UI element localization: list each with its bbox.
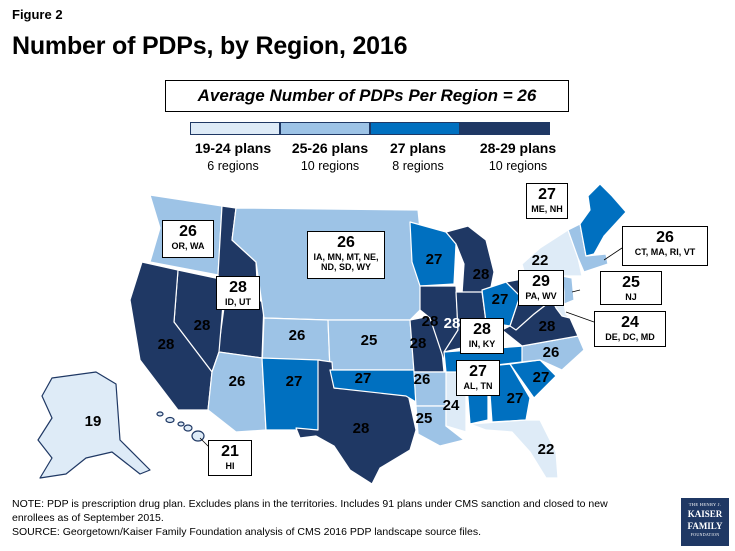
map-label: 28 <box>410 335 427 352</box>
callout-ct-ma-ri-vt: 26 CT, MA, RI, VT <box>622 226 708 266</box>
map-label: 28 <box>444 315 461 332</box>
map-label: 19 <box>85 413 102 430</box>
callout-me-nh: 27 ME, NH <box>526 183 568 219</box>
callout-connectors <box>199 247 623 449</box>
region-hi <box>156 411 205 442</box>
region-nm <box>261 357 321 431</box>
connector-de-dc-md <box>565 311 595 323</box>
map-label: 28 <box>473 266 490 283</box>
callout-or-wa: 26 OR, WA <box>162 220 214 258</box>
source-text: SOURCE: Georgetown/Kaiser Family Foundat… <box>12 526 482 538</box>
callout-value: 28 <box>229 279 247 296</box>
logo-line2b: FAMILY <box>687 521 723 531</box>
callout-states: IN, KY <box>468 339 496 349</box>
callout-states: CT, MA, RI, VT <box>634 247 696 257</box>
region-az <box>207 351 267 433</box>
map-label: 24 <box>443 397 460 414</box>
legend-swatch-28-29 <box>460 122 550 135</box>
legend-swatch-27 <box>370 122 460 135</box>
callout-id-ut: 28 ID, UT <box>216 276 260 310</box>
callout-nj: 25 NJ <box>600 271 662 305</box>
map-label: 22 <box>538 441 555 458</box>
map-label: 28 <box>353 420 370 437</box>
map-label: 27 <box>426 251 443 268</box>
map-value-labels: 28 28 26 27 26 27 25 28 27 28 26 25 24 2… <box>85 251 560 458</box>
region-me-nh <box>579 183 627 257</box>
map-label: 26 <box>543 344 560 361</box>
callout-states: ME, NH <box>531 204 563 214</box>
callout-value: 27 <box>469 363 487 380</box>
region-ak <box>37 371 151 479</box>
callout-value: 28 <box>473 321 491 338</box>
callout-states: PA, WV <box>525 291 557 301</box>
callout-states: DE, DC, MD <box>605 332 655 342</box>
map-label: 28 <box>422 313 439 330</box>
figure-label: Figure 2 <box>12 7 63 22</box>
footnote: NOTE: PDP is prescription drug plan. Exc… <box>12 497 652 539</box>
map-label: 27 <box>286 373 303 390</box>
callout-value: 26 <box>179 223 197 240</box>
kff-logo: THE HENRY J. KAISER FAMILY FOUNDATION <box>681 498 729 546</box>
legend-swatch-19-24 <box>190 122 280 135</box>
callout-states: HI <box>225 461 235 471</box>
region-il <box>419 285 459 361</box>
average-box: Average Number of PDPs Per Region = 26 <box>165 80 569 112</box>
us-region-map: 28 28 26 27 26 27 25 28 27 28 26 25 24 2… <box>37 183 627 485</box>
callout-value: 29 <box>532 273 550 290</box>
callout-value: 24 <box>621 314 639 331</box>
callout-value: 26 <box>656 229 674 246</box>
legend-label-25-26: 25-26 plans <box>291 140 369 156</box>
map-label: 27 <box>355 370 372 387</box>
logo-line1: THE HENRY J. <box>688 502 722 507</box>
region-ok <box>329 369 417 403</box>
legend-label-27: 27 plans <box>389 140 447 156</box>
chart-title: Number of PDPs, by Region, 2016 <box>12 32 408 60</box>
callout-states: ID, UT <box>225 297 251 307</box>
logo-line3: FOUNDATION <box>690 532 720 537</box>
callout-states: OR, WA <box>171 241 205 251</box>
callout-de-dc-md: 24 DE, DC, MD <box>594 311 666 347</box>
logo-line2a: KAISER <box>687 509 723 519</box>
callout-states: AL, TN <box>463 381 493 391</box>
callout-states: IA, MN, MT, NE, ND, SD, WY <box>313 252 379 272</box>
legend-swatch-25-26 <box>280 122 370 135</box>
legend-label-19-24: 19-24 plans <box>194 140 272 156</box>
region-mo <box>409 315 445 373</box>
map-label: 28 <box>194 317 211 334</box>
map-label: 26 <box>229 373 246 390</box>
legend-label-28-29: 28-29 plans <box>479 140 557 156</box>
map-label: 27 <box>492 291 509 308</box>
callout-pa-wv: 29 PA, WV <box>518 270 564 306</box>
map-label: 26 <box>289 327 306 344</box>
map-label: 28 <box>539 318 556 335</box>
map-regions <box>37 183 627 485</box>
map-label: 25 <box>416 410 433 427</box>
legend-sub-28-29: 10 regions <box>488 159 548 173</box>
map-label: 26 <box>414 371 431 388</box>
region-fl <box>469 419 559 479</box>
callout-ia-mn-mt-ne-nd-sd-wy: 26 IA, MN, MT, NE, ND, SD, WY <box>307 231 385 279</box>
legend-sub-27: 8 regions <box>392 159 444 173</box>
map-label: 27 <box>507 390 524 407</box>
note-text: NOTE: PDP is prescription drug plan. Exc… <box>12 498 608 524</box>
callout-value: 27 <box>538 186 556 203</box>
callout-value: 21 <box>221 443 239 460</box>
callout-value: 26 <box>337 234 355 251</box>
map-label: 27 <box>533 369 550 386</box>
legend-sub-25-26: 10 regions <box>300 159 360 173</box>
connector-ct-ma-ri-vt <box>603 247 623 261</box>
map-label: 28 <box>158 336 175 353</box>
callout-states: NJ <box>625 292 637 302</box>
legend-sub-19-24: 6 regions <box>207 159 259 173</box>
map-label: 22 <box>532 252 549 269</box>
connector-nj <box>571 289 581 293</box>
callout-value: 25 <box>622 274 640 291</box>
callout-al-tn: 27 AL, TN <box>456 360 500 396</box>
callout-hi: 21 HI <box>208 440 252 476</box>
callout-in-ky: 28 IN, KY <box>460 318 504 354</box>
map-label: 25 <box>361 332 378 349</box>
